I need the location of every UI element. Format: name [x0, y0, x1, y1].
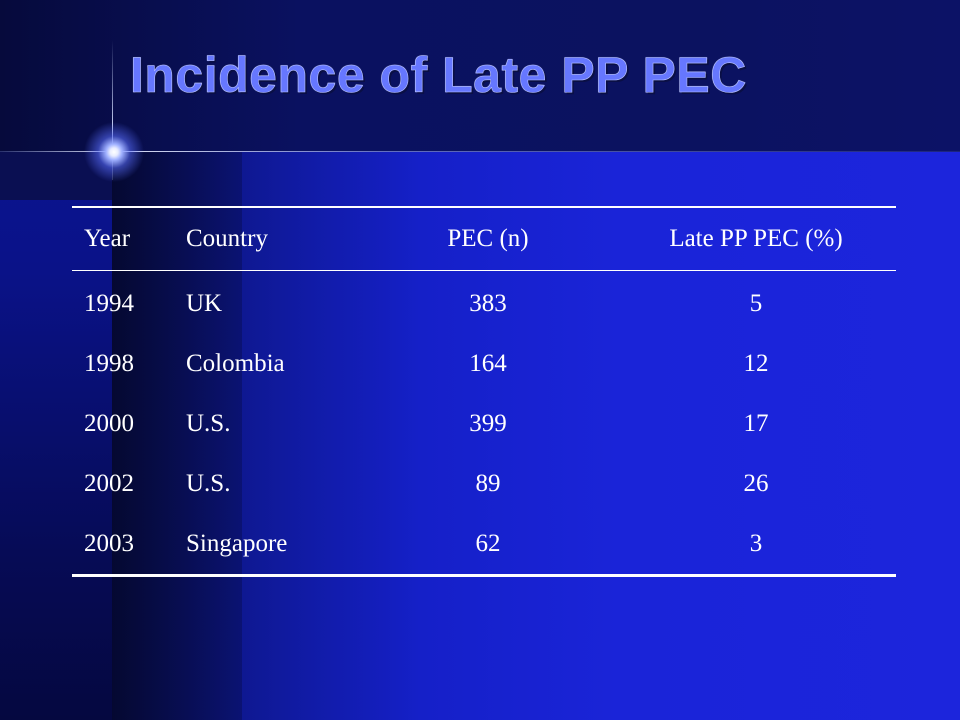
- sparkle-star-icon: [84, 122, 144, 182]
- cell-pec-value: 89: [475, 470, 501, 497]
- horizontal-accent-line: [0, 151, 960, 152]
- cell-late-value: 17: [743, 410, 769, 437]
- cell-pec-value: 399: [469, 410, 507, 437]
- vertical-accent-line: [112, 40, 113, 180]
- table-header-rule: [72, 270, 896, 271]
- cell-year: 1998: [84, 350, 134, 377]
- table-row: 1998 Colombia 164 12: [72, 334, 896, 394]
- table-header-row: Year Country PEC (n) Late PP PEC (%): [72, 208, 896, 270]
- table-row: 2002 U.S. 89 26: [72, 454, 896, 514]
- header-pec-label: PEC (n): [447, 225, 529, 252]
- cell-country: U.S.: [186, 470, 231, 497]
- cell-pec-value: 383: [469, 290, 507, 317]
- table-bottom-rule: [72, 574, 896, 577]
- cell-year: 2003: [84, 530, 134, 557]
- table-row: 2003 Singapore 62 3: [72, 514, 896, 574]
- cell-year: 2002: [84, 470, 134, 497]
- cell-pec-value: 62: [475, 530, 501, 557]
- cell-late-value: 5: [749, 290, 763, 317]
- incidence-table: Year Country PEC (n) Late PP PEC (%) 199…: [72, 206, 896, 577]
- cell-late-value: 26: [743, 470, 769, 497]
- table-top-rule: [72, 206, 896, 208]
- cell-year: 1994: [84, 290, 134, 317]
- shadow-panel: [112, 152, 242, 720]
- cell-late-value: 12: [743, 350, 769, 377]
- left-dark-panel: [0, 152, 112, 720]
- title-band: [0, 0, 960, 152]
- cell-late-value: 3: [749, 530, 763, 557]
- cell-pec-value: 164: [469, 350, 507, 377]
- header-year: Year: [84, 225, 131, 252]
- slide-title: Incidence of Late PP PEC: [130, 47, 747, 104]
- table-row: 2000 U.S. 399 17: [72, 394, 896, 454]
- table-row: 1994 UK 383 5: [72, 274, 896, 334]
- cell-year: 2000: [84, 410, 134, 437]
- cell-country: Singapore: [186, 530, 288, 557]
- header-late-label: Late PP PEC (%): [669, 225, 843, 252]
- cell-country: Colombia: [186, 350, 285, 377]
- cell-country: U.S.: [186, 410, 231, 437]
- cell-country: UK: [186, 290, 223, 317]
- header-country: Country: [186, 225, 268, 252]
